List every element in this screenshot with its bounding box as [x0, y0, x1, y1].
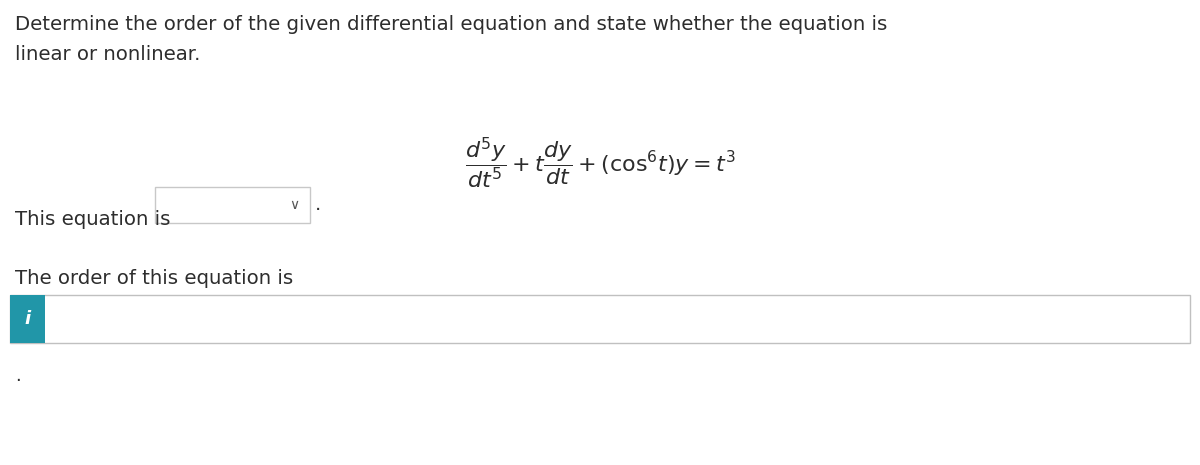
- Text: The order of this equation is: The order of this equation is: [14, 269, 293, 288]
- Text: $\dfrac{d^5y}{dt^5} + t\dfrac{dy}{dt} + (\mathrm{cos}^6 t)y = t^3$: $\dfrac{d^5y}{dt^5} + t\dfrac{dy}{dt} + …: [464, 135, 736, 191]
- Text: Determine the order of the given differential equation and state whether the equ: Determine the order of the given differe…: [14, 15, 887, 34]
- Text: .: .: [314, 195, 322, 214]
- Text: linear or nonlinear.: linear or nonlinear.: [14, 45, 200, 64]
- Text: This equation is: This equation is: [14, 210, 170, 229]
- Text: ∨: ∨: [289, 198, 299, 212]
- Text: i: i: [24, 310, 30, 328]
- FancyBboxPatch shape: [10, 295, 46, 343]
- FancyBboxPatch shape: [155, 187, 310, 223]
- Text: .: .: [14, 367, 20, 385]
- FancyBboxPatch shape: [10, 295, 1190, 343]
